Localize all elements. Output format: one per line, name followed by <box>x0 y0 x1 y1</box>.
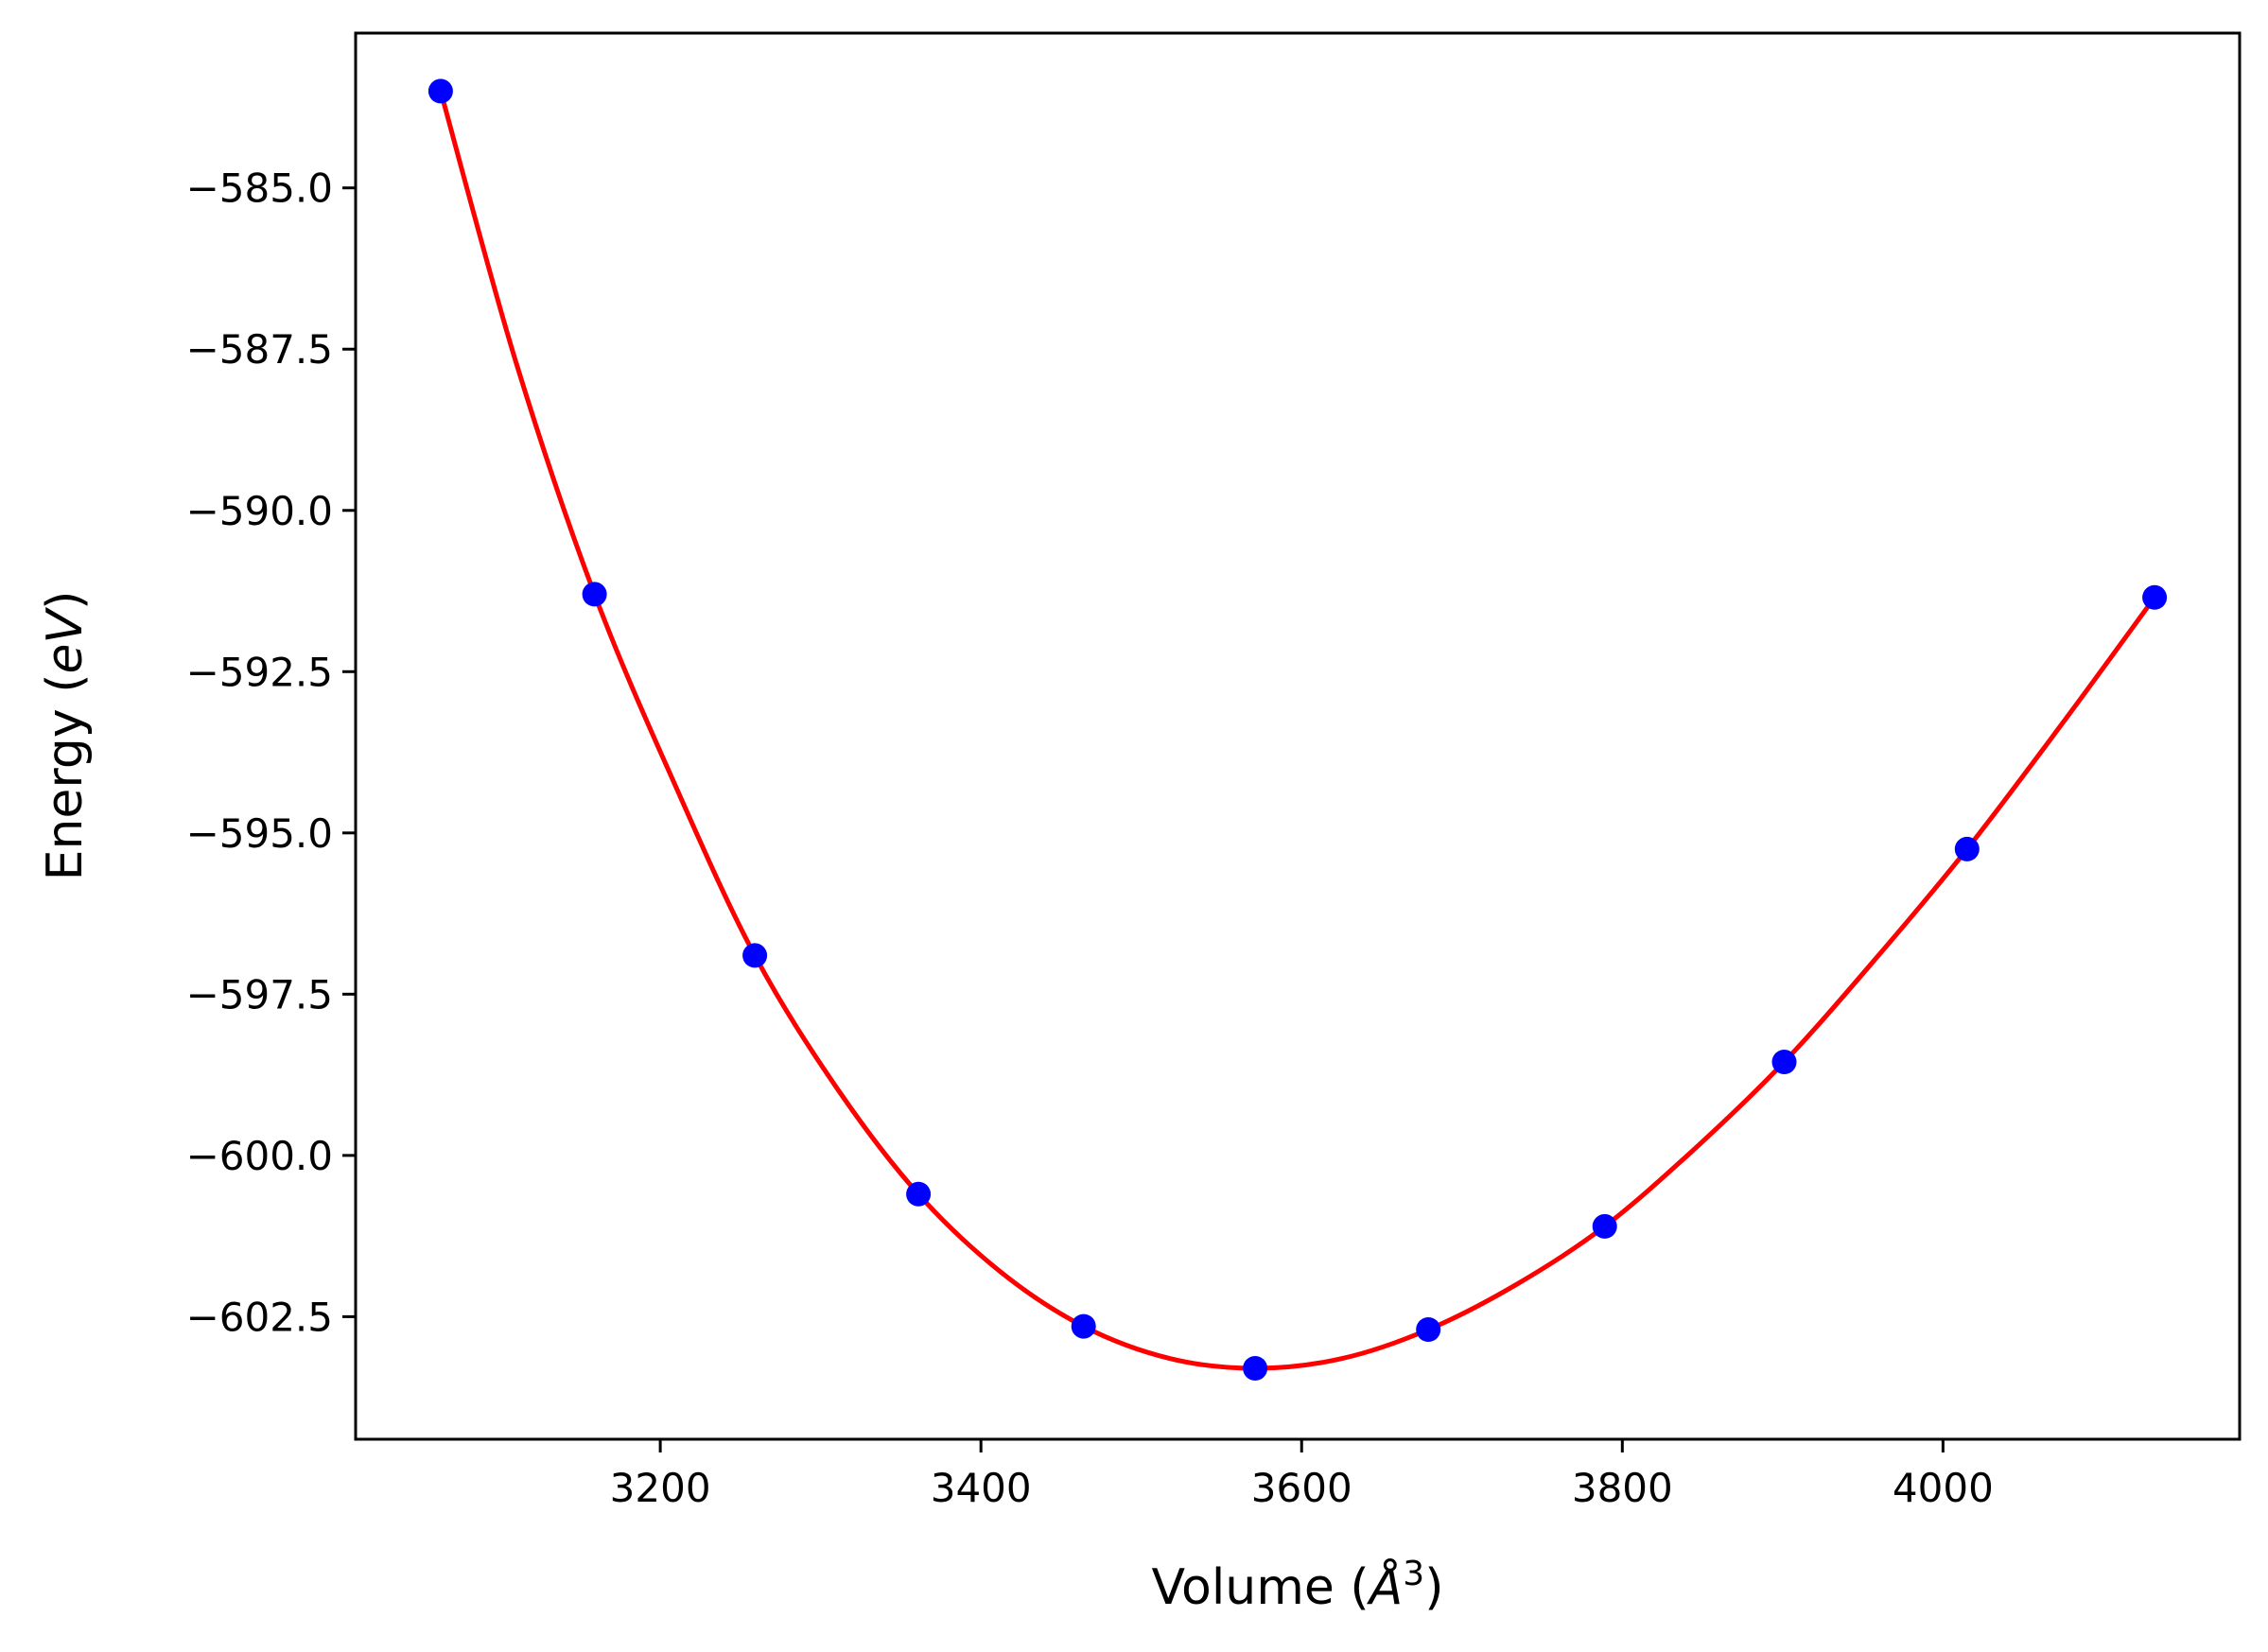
x-tick-label: 4000 <box>1893 1465 1994 1511</box>
x-tick-label: 3800 <box>1572 1465 1673 1511</box>
x-axis-label-exponent: 3 <box>1403 1555 1424 1593</box>
data-point <box>2142 584 2168 610</box>
y-tick-label: −590.0 <box>186 488 333 534</box>
y-axis-label-unit: eV <box>37 607 94 674</box>
fit-curve <box>438 90 2157 1371</box>
y-axis-label-prefix: Energy ( <box>37 674 94 881</box>
y-axis-ticks: −585.0 −587.5 −590.0 −592.5 −595.0 −597.5 −600… <box>186 165 356 1340</box>
y-tick-label: −597.5 <box>186 971 333 1017</box>
y-tick-label: −587.5 <box>186 326 333 373</box>
data-point <box>906 1181 932 1207</box>
data-points-layer <box>427 78 2168 1381</box>
data-point <box>1771 1050 1797 1074</box>
data-point <box>582 582 607 607</box>
data-point <box>1592 1213 1617 1239</box>
x-tick-label: 3200 <box>610 1465 711 1511</box>
y-tick-label: −585.0 <box>186 165 333 212</box>
x-axis-ticks: 3200 3400 3600 3800 4000 <box>610 1439 1994 1511</box>
y-tick-label: −592.5 <box>186 649 333 695</box>
x-tick-label: 3600 <box>1251 1465 1352 1511</box>
data-point <box>742 943 768 968</box>
data-point <box>1243 1356 1268 1381</box>
y-axis-label: Energy (eV) <box>37 591 94 881</box>
y-tick-label: −595.0 <box>186 810 333 857</box>
data-point <box>1416 1317 1441 1342</box>
y-tick-label: −602.5 <box>186 1294 333 1340</box>
fit-curve-layer <box>438 90 2157 1371</box>
plot-frame <box>354 31 2242 1441</box>
x-axis-label-unit: Å <box>1367 1557 1404 1616</box>
data-point <box>1071 1313 1096 1339</box>
x-axis-label-prefix: Volume ( <box>1152 1559 1370 1616</box>
data-point <box>1954 836 1980 861</box>
data-point <box>427 78 453 104</box>
x-axis-label-suffix: ) <box>1424 1559 1443 1616</box>
x-tick-label: 3400 <box>931 1465 1032 1511</box>
y-tick-label: −600.0 <box>186 1133 333 1179</box>
y-axis-label-suffix: ) <box>37 591 94 610</box>
x-axis-label: Volume (Å3) <box>1152 1555 1444 1616</box>
